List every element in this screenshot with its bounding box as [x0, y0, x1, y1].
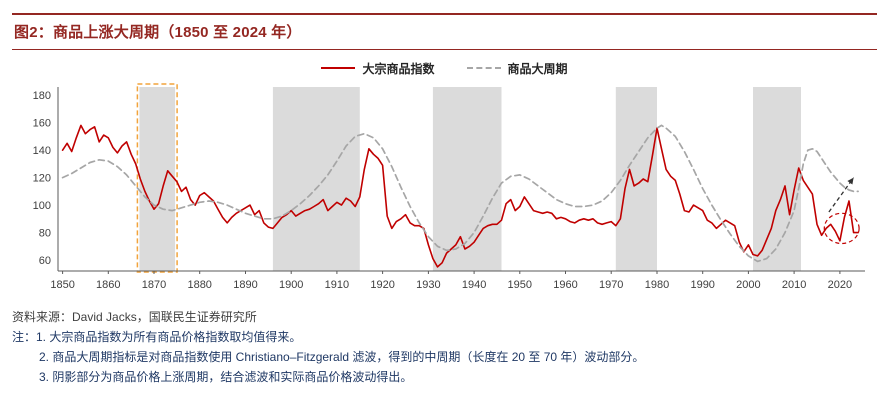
upturn-shaded-band [139, 87, 176, 271]
upturn-shaded-band [615, 87, 657, 271]
y-tick-label: 120 [33, 173, 51, 185]
x-tick-label: 1950 [508, 279, 532, 291]
x-tick-label: 2020 [828, 279, 852, 291]
chart-canvas: 60 80 100 120 140 160 180 1850 1860 1870 1880 1890 1… [33, 83, 865, 291]
note-line-3: 3. 阴影部分为商品价格上涨周期，结合滤波和实际商品价格波动得出。 [39, 370, 413, 384]
x-tick-label: 1880 [187, 279, 211, 291]
y-tick-label: 160 [33, 118, 51, 130]
y-tick-label: 100 [33, 200, 51, 212]
legend-label-super-cycle: 商品大周期 [507, 61, 568, 76]
legend-item-commodity-index: 大宗商品指数 [321, 60, 435, 77]
source-line: 资料来源：David Jacks，国联民生证券研究所 [12, 310, 257, 324]
expected-uptrend-arrow [828, 177, 855, 213]
x-tick-label: 1900 [279, 279, 303, 291]
y-tick-label: 80 [39, 228, 51, 240]
note-line-2: 2. 商品大周期指标是对商品指数使用 Christiano–Fitzgerald… [39, 350, 645, 364]
figure-title: 图2：商品上涨大周期（1850 至 2024 年） [14, 24, 302, 41]
legend-item-super-cycle: 商品大周期 [466, 60, 568, 77]
x-tick-label: 1930 [416, 279, 440, 291]
series-line-super-cycle [61, 124, 859, 263]
legend-label-commodity-index: 大宗商品指数 [362, 61, 435, 76]
x-tick-label: 1940 [462, 279, 486, 291]
x-tick-label: 2000 [736, 279, 760, 291]
chart-legend: 大宗商品指数 商品大周期 [12, 59, 877, 77]
series-line-commodity-index [61, 124, 859, 268]
footnotes: 资料来源：David Jacks，国联民生证券研究所 注：1. 大宗商品指数为所… [12, 307, 877, 387]
recent-price-ellipse [823, 212, 860, 245]
upturn-shaded-band [272, 87, 360, 271]
y-tick-label: 60 [39, 255, 51, 267]
x-tick-label: 1860 [96, 279, 120, 291]
red-solid-line-sample [321, 67, 356, 69]
y-tick-label: 180 [33, 90, 51, 102]
x-tick-label: 1970 [599, 279, 623, 291]
y-tick-label: 140 [33, 145, 51, 157]
x-tick-label: 1980 [645, 279, 669, 291]
note-line-1: 注：1. 大宗商品指数为所有商品价格指数取均值得来。 [12, 330, 302, 344]
gray-dashed-line-sample [466, 67, 501, 69]
figure-title-bar: 图2：商品上涨大周期（1850 至 2024 年） [12, 13, 877, 50]
x-tick-label: 1990 [690, 279, 714, 291]
x-tick-label: 1890 [233, 279, 257, 291]
arrow-head [847, 177, 854, 185]
x-tick-label: 2010 [782, 279, 806, 291]
x-tick-label: 1960 [553, 279, 577, 291]
x-tick-label: 1850 [50, 279, 74, 291]
x-tick-label: 1910 [325, 279, 349, 291]
highlight-period-box [136, 83, 178, 273]
upturn-shaded-band [432, 87, 502, 271]
x-tick-label: 1870 [142, 279, 166, 291]
x-tick-label: 1920 [370, 279, 394, 291]
upturn-shaded-band [753, 87, 801, 271]
